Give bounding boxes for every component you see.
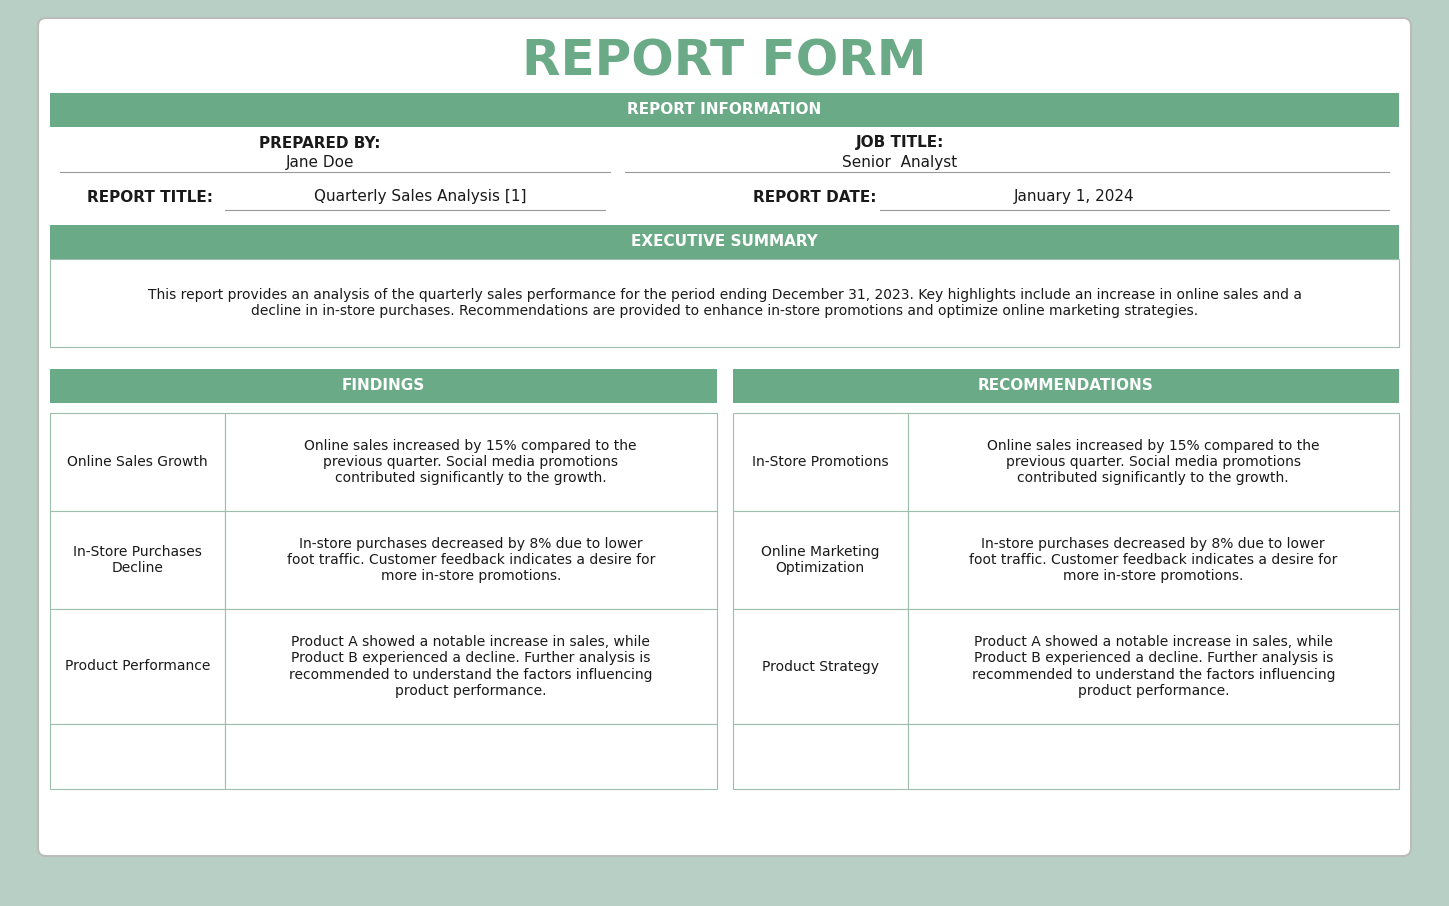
Text: RECOMMENDATIONS: RECOMMENDATIONS bbox=[978, 379, 1153, 393]
Text: Online Marketing
Optimization: Online Marketing Optimization bbox=[761, 545, 880, 575]
Bar bbox=[907, 724, 1398, 789]
Text: Online Sales Growth: Online Sales Growth bbox=[67, 455, 207, 469]
Text: Quarterly Sales Analysis [1]: Quarterly Sales Analysis [1] bbox=[314, 189, 526, 205]
Text: Product A showed a notable increase in sales, while
Product B experienced a decl: Product A showed a notable increase in s… bbox=[971, 635, 1335, 698]
Bar bbox=[733, 369, 1398, 403]
Bar bbox=[733, 724, 907, 789]
Bar bbox=[51, 259, 1398, 347]
Text: Product A showed a notable increase in sales, while
Product B experienced a decl: Product A showed a notable increase in s… bbox=[288, 635, 652, 698]
Bar bbox=[733, 511, 907, 609]
Bar bbox=[51, 369, 716, 403]
Bar bbox=[907, 609, 1398, 724]
Bar bbox=[51, 413, 225, 511]
Bar bbox=[733, 609, 907, 724]
Bar bbox=[225, 609, 716, 724]
Text: In-store purchases decreased by 8% due to lower
foot traffic. Customer feedback : In-store purchases decreased by 8% due t… bbox=[969, 536, 1337, 583]
Bar bbox=[733, 413, 907, 511]
Text: In-Store Promotions: In-Store Promotions bbox=[752, 455, 888, 469]
Bar bbox=[51, 93, 1398, 127]
Text: FINDINGS: FINDINGS bbox=[342, 379, 425, 393]
Text: REPORT INFORMATION: REPORT INFORMATION bbox=[627, 102, 822, 118]
Bar bbox=[51, 225, 1398, 259]
Bar bbox=[225, 413, 716, 511]
Text: This report provides an analysis of the quarterly sales performance for the peri: This report provides an analysis of the … bbox=[148, 288, 1301, 318]
FancyBboxPatch shape bbox=[38, 18, 1411, 856]
Text: In-Store Purchases
Decline: In-Store Purchases Decline bbox=[72, 545, 201, 575]
Text: REPORT FORM: REPORT FORM bbox=[522, 38, 927, 86]
Text: Senior  Analyst: Senior Analyst bbox=[842, 155, 958, 169]
Bar bbox=[51, 724, 225, 789]
Text: January 1, 2024: January 1, 2024 bbox=[1014, 189, 1135, 205]
Text: Online sales increased by 15% compared to the
previous quarter. Social media pro: Online sales increased by 15% compared t… bbox=[304, 439, 638, 486]
Text: EXECUTIVE SUMMARY: EXECUTIVE SUMMARY bbox=[632, 235, 817, 249]
Bar bbox=[51, 511, 225, 609]
Text: Product Performance: Product Performance bbox=[65, 660, 210, 673]
Text: REPORT DATE:: REPORT DATE: bbox=[752, 189, 877, 205]
Bar bbox=[51, 609, 225, 724]
Text: Jane Doe: Jane Doe bbox=[285, 155, 354, 169]
Bar bbox=[907, 413, 1398, 511]
Text: JOB TITLE:: JOB TITLE: bbox=[856, 136, 945, 150]
Text: Product Strategy: Product Strategy bbox=[762, 660, 878, 673]
Bar bbox=[225, 724, 716, 789]
Text: In-store purchases decreased by 8% due to lower
foot traffic. Customer feedback : In-store purchases decreased by 8% due t… bbox=[287, 536, 655, 583]
Bar bbox=[225, 511, 716, 609]
Bar bbox=[907, 511, 1398, 609]
Text: PREPARED BY:: PREPARED BY: bbox=[259, 136, 381, 150]
Text: Online sales increased by 15% compared to the
previous quarter. Social media pro: Online sales increased by 15% compared t… bbox=[987, 439, 1320, 486]
Text: REPORT TITLE:: REPORT TITLE: bbox=[87, 189, 213, 205]
